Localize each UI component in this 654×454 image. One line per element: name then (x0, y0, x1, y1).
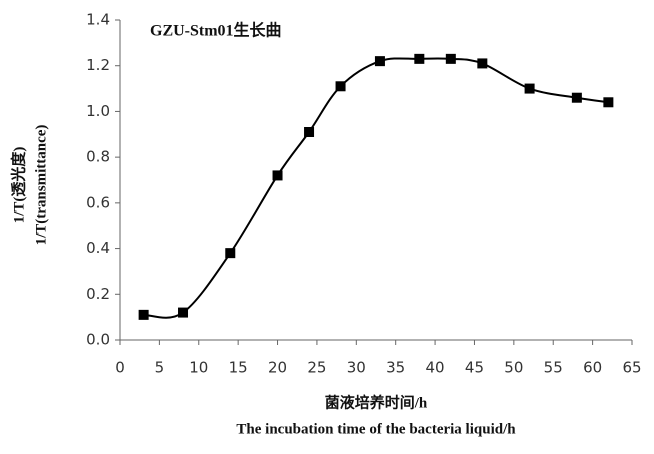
x-tick-label: 10 (189, 359, 208, 377)
x-tick-label: 55 (544, 359, 563, 377)
x-tick-label: 30 (347, 359, 366, 377)
data-line (143, 57, 609, 319)
y-tick-label: 0.2 (86, 285, 110, 303)
data-point (272, 170, 283, 181)
x-tick-label: 25 (307, 359, 326, 377)
y-tick-label: 1.2 (86, 56, 110, 74)
x-tick-label: 45 (465, 359, 484, 377)
data-point (138, 309, 149, 320)
x-tick-label: 15 (229, 359, 248, 377)
y-tick-label: 0.8 (86, 148, 110, 166)
x-tick-label: 50 (504, 359, 523, 377)
y-axis-label: 1/T(透光度) (9, 147, 27, 224)
x-axis-label: The incubation time of the bacteria liqu… (236, 421, 516, 437)
chart-title: GZU-Stm01生长曲 (150, 21, 282, 40)
x-tick-label: 40 (426, 359, 445, 377)
y-tick-label: 0.0 (86, 331, 110, 349)
data-point (178, 307, 189, 318)
x-axis-label: 菌液培养时间/h (325, 393, 428, 411)
x-tick-label: 65 (622, 359, 641, 377)
data-point (603, 97, 614, 108)
x-tick-label: 20 (268, 359, 287, 377)
y-tick-label: 0.4 (86, 239, 110, 257)
y-tick-label: 1.0 (86, 102, 110, 120)
data-point (374, 56, 385, 67)
x-tick-label: 35 (386, 359, 405, 377)
y-tick-label: 0.6 (86, 193, 110, 211)
y-tick-label: 1.4 (86, 11, 110, 29)
x-tick-label: 60 (583, 359, 602, 377)
data-point (304, 127, 315, 137)
x-tick-label: 0 (115, 359, 125, 377)
data-point (335, 81, 346, 92)
data-point (477, 58, 488, 69)
data-point (524, 83, 535, 94)
data-point (445, 53, 456, 64)
y-axis-label: 1/T(transmittance) (33, 125, 49, 246)
data-point (571, 92, 582, 103)
x-tick-label: 5 (155, 359, 165, 377)
data-point (414, 53, 425, 64)
data-point (225, 248, 236, 259)
